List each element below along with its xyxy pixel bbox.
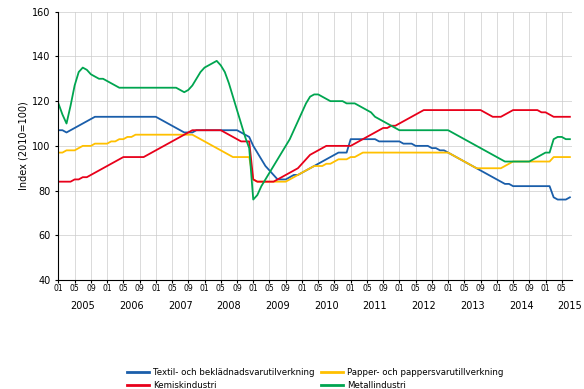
Legend: Textil- och beklädnadsvarutilverkning, Kemiskindustri, Papper- och pappersvaruti: Textil- och beklädnadsvarutilverkning, K… [124,365,507,389]
Y-axis label: Index (2010=100): Index (2010=100) [18,102,28,190]
